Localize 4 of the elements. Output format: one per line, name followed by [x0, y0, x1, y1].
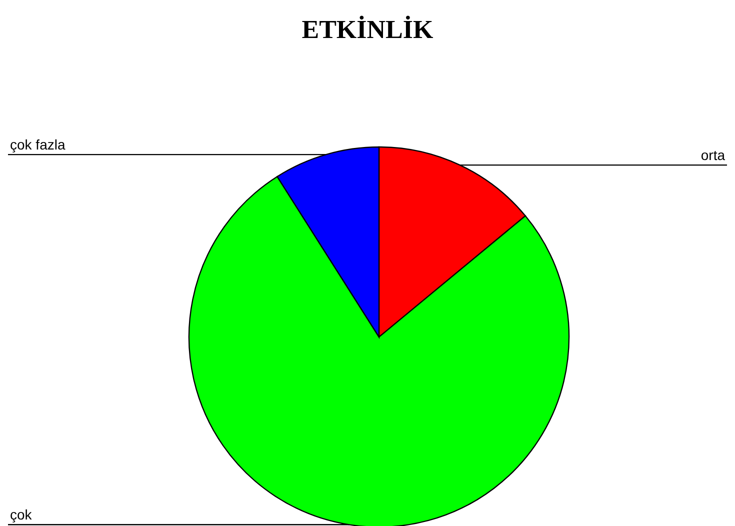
slice-label: çok	[10, 506, 33, 523]
chart-title: ETKİNLİK	[302, 15, 434, 44]
slice-label: orta	[700, 147, 726, 164]
slice-label: çok fazla	[10, 136, 66, 153]
